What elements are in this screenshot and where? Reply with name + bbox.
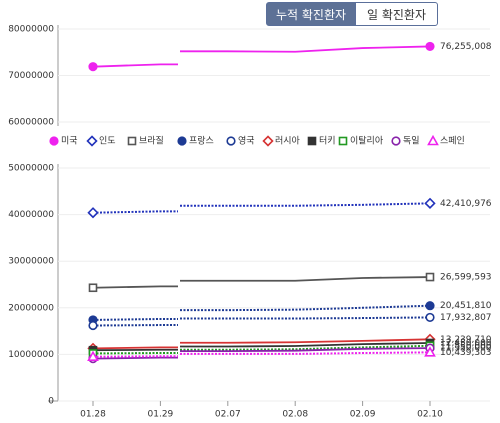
series-line (180, 316, 431, 320)
marker (307, 136, 317, 146)
marker (424, 346, 436, 357)
x-tick-label: 02.07 (215, 410, 241, 420)
y-tick-label: 10000000 (8, 350, 54, 360)
marker (262, 135, 274, 147)
series-line (180, 304, 431, 312)
y-tick-label: 70000000 (8, 71, 54, 81)
legend-label: 인도 (99, 136, 116, 147)
x-tick-label: 02.08 (282, 410, 308, 420)
series-line (180, 351, 431, 355)
series-line (180, 202, 431, 207)
marker (424, 197, 436, 209)
series-line (180, 342, 431, 348)
y-tick-label: 80000000 (8, 25, 54, 35)
marker (88, 62, 98, 72)
marker (338, 136, 348, 146)
value-label: 20,451,810 (440, 301, 492, 311)
legend-label: 영국 (238, 136, 255, 147)
value-label: 13,239,710 (440, 335, 492, 345)
legend-label: 독일 (403, 136, 420, 147)
marker (425, 41, 435, 52)
marker (49, 136, 59, 146)
marker (127, 136, 137, 146)
marker (87, 350, 99, 362)
x-tick-label: 02.09 (350, 410, 376, 420)
marker (391, 136, 401, 146)
series-line (92, 346, 178, 350)
value-label: 11,850,000 (440, 341, 492, 351)
value-label: 11,350,000 (440, 344, 492, 354)
y-tick-label: 40000000 (8, 210, 54, 220)
marker (425, 312, 435, 323)
marker (427, 134, 439, 146)
y-tick-label: 30000000 (8, 257, 54, 267)
value-label: 10,439,303 (440, 348, 492, 358)
marker (86, 135, 98, 147)
value-label: 26,599,593 (440, 273, 492, 283)
legend-label: 이탈리아 (350, 136, 384, 147)
legend-label: 러시아 (275, 136, 301, 147)
marker (88, 320, 98, 331)
series-line (92, 63, 178, 68)
value-label: 76,255,008 (440, 42, 492, 52)
legend-label: 스페인 (440, 136, 465, 147)
value-label: 12,450,000 (440, 338, 492, 348)
marker (425, 301, 435, 311)
x-tick-label: 01.29 (148, 410, 174, 420)
y-tick-label: 60000000 (8, 118, 54, 128)
y-tick-label: 20000000 (8, 303, 54, 313)
marker (87, 207, 99, 219)
series-line (180, 338, 431, 344)
series-line (92, 356, 178, 360)
series-line (180, 276, 431, 282)
series-line (180, 344, 431, 351)
value-label: 17,932,807 (440, 313, 492, 323)
y-tick-label: 0 (48, 397, 54, 407)
marker (177, 136, 187, 146)
y-tick-label: 50000000 (8, 164, 54, 174)
series-line (92, 285, 178, 289)
value-label: 42,410,976 (440, 199, 492, 209)
legend-label: 미국 (61, 136, 78, 147)
series-line (180, 347, 431, 353)
toggle-cumulative[interactable]: 누적 확진환자 (266, 2, 356, 26)
x-tick-label: 02.10 (417, 410, 443, 420)
marker (88, 283, 98, 293)
series-line (180, 45, 431, 53)
marker (425, 272, 435, 282)
legend-label: 프랑스 (189, 135, 214, 147)
series-line (92, 317, 178, 321)
legend-label: 브라질 (139, 135, 164, 147)
marker (226, 136, 236, 146)
legend-label: 터키 (319, 136, 336, 147)
toggle-daily[interactable]: 일 확진환자 (355, 2, 438, 26)
series-line (92, 210, 178, 214)
x-tick-label: 01.28 (80, 410, 106, 420)
